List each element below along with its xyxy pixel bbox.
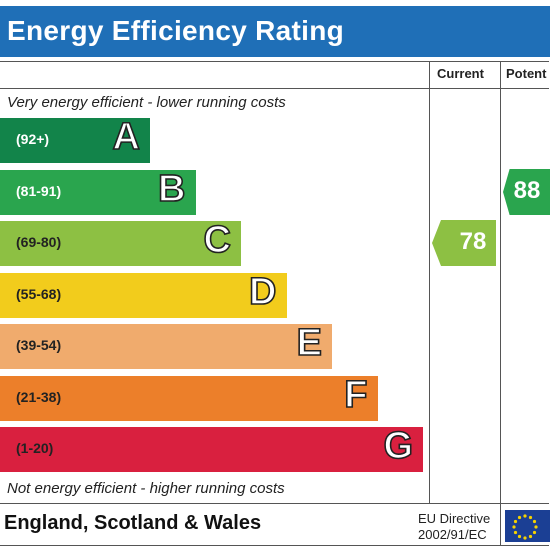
band-range-label: (1-20) <box>16 440 54 456</box>
eu-directive-line1: EU Directive <box>418 511 491 526</box>
band-e: (39-54) E <box>0 321 332 369</box>
eu-directive-line2: 2002/91/EC <box>418 527 487 542</box>
potential-column-header: Potent <box>506 66 547 81</box>
current-rating-value: 78 <box>459 228 487 255</box>
current-rating-arrow: 78 <box>432 220 496 266</box>
band-letter-label: G <box>383 424 414 468</box>
band-range-label: (39-54) <box>16 337 62 353</box>
potential-rating-arrow: 88 <box>503 168 550 215</box>
region-label: England, Scotland & Wales <box>4 512 262 534</box>
band-range-label: (92+) <box>16 131 50 147</box>
band-letter-label: C <box>203 218 232 262</box>
current-column-divider <box>429 61 430 503</box>
band-a: (92+) A <box>0 115 150 163</box>
potential-rating-value: 88 <box>513 176 541 204</box>
eu-flag-stars <box>512 514 538 540</box>
current-column-header: Current <box>437 66 484 81</box>
band-range-label: (69-80) <box>16 234 62 250</box>
band-d: (55-68) D <box>0 270 287 318</box>
band-c: (69-80) C <box>0 218 241 266</box>
potential-arrow-shape <box>503 168 550 215</box>
eu-flag-icon <box>505 510 550 542</box>
band-b: (81-91) B <box>0 167 196 215</box>
band-letter-label: A <box>112 115 141 159</box>
chart-frame <box>0 61 549 546</box>
band-range-label: (81-91) <box>16 182 62 199</box>
header-divider <box>0 88 549 89</box>
band-letter-label: F <box>343 373 368 417</box>
band-letter-label: E <box>296 321 323 365</box>
footer-divider <box>0 503 549 504</box>
band-letter-label: D <box>248 270 277 314</box>
bottom-note: Not energy efficient - higher running co… <box>7 480 285 497</box>
band-f: (21-38) F <box>0 373 378 421</box>
band-range-label: (55-68) <box>16 285 62 302</box>
title-bar: Energy Efficiency Rating <box>0 6 550 57</box>
current-arrow-shape <box>432 220 496 266</box>
eu-directive: EU Directive 2002/91/EC <box>418 511 490 543</box>
potential-column-divider <box>500 61 501 503</box>
top-note: Very energy efficient - lower running co… <box>7 94 286 111</box>
band-g: (1-20) G <box>0 424 423 472</box>
footer-column-divider <box>500 503 501 546</box>
page-title: Energy Efficiency Rating <box>7 15 345 46</box>
band-letter-label: B <box>157 167 186 211</box>
band-range-label: (21-38) <box>16 388 62 405</box>
